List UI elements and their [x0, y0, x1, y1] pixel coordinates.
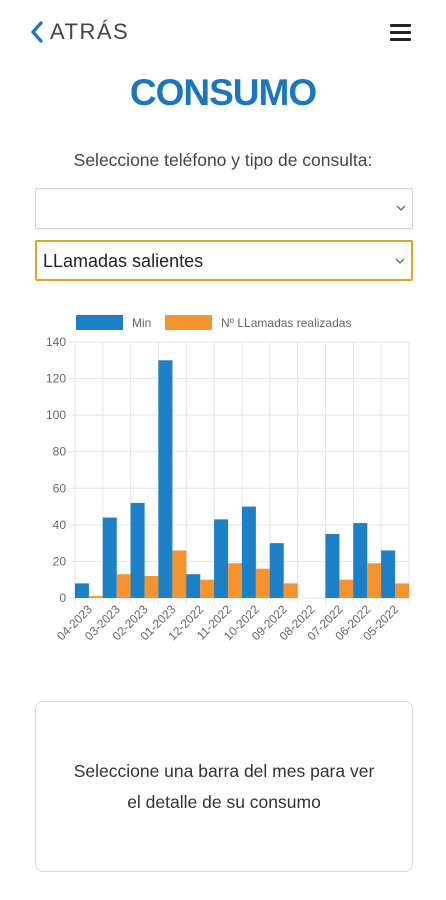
bar-calls-01-2023[interactable] [172, 550, 187, 598]
phone-select[interactable] [35, 188, 413, 229]
bar-min-10-2022[interactable] [241, 506, 256, 598]
bar-min-03-2023[interactable] [102, 517, 117, 598]
bar-calls-04-2023[interactable] [88, 596, 103, 598]
detail-info-text: Seleccione una barra del mes para ver el… [74, 756, 375, 818]
bar-min-11-2022[interactable] [214, 519, 229, 598]
y-tick-label: 120 [46, 372, 66, 386]
bar-min-07-2022[interactable] [325, 534, 340, 598]
y-tick-label: 100 [46, 408, 66, 422]
legend-label-2[interactable]: Nº LLamadas realizadas [221, 316, 351, 330]
bar-min-04-2023[interactable] [74, 583, 89, 598]
bar-calls-10-2022[interactable] [255, 568, 270, 598]
legend-label-1[interactable]: Min [132, 316, 151, 330]
bar-calls-09-2022[interactable] [283, 583, 298, 598]
bar-min-05-2022[interactable] [381, 550, 396, 598]
bar-calls-05-2022[interactable] [395, 583, 410, 598]
page-title: CONSUMO [129, 72, 317, 113]
legend-swatch-2[interactable] [165, 315, 212, 330]
top-bar: ATRÁS [0, 0, 446, 64]
detail-info-line-2: el detalle de su consumo [127, 791, 321, 812]
y-tick-label: 140 [46, 335, 66, 349]
chevron-down-icon [396, 205, 406, 211]
y-tick-label: 80 [53, 445, 67, 459]
bar-calls-12-2022[interactable] [200, 579, 215, 598]
hamburger-menu-icon[interactable] [384, 20, 418, 44]
bar-min-12-2022[interactable] [186, 574, 201, 598]
y-tick-label: 0 [59, 591, 66, 605]
bar-min-01-2023[interactable] [158, 360, 173, 598]
selection-prompt: Seleccione teléfono y tipo de consulta: [73, 150, 373, 170]
back-button[interactable]: ATRÁS [28, 16, 129, 48]
y-tick-label: 40 [53, 518, 67, 532]
bar-min-09-2022[interactable] [269, 543, 284, 598]
detail-info-line-1: Seleccione una barra del mes para ver [73, 760, 375, 781]
bar-min-02-2023[interactable] [130, 502, 145, 598]
y-tick-label: 60 [53, 481, 67, 495]
bar-calls-03-2023[interactable] [116, 574, 131, 598]
bar-calls-11-2022[interactable] [228, 563, 243, 598]
chevron-down-icon [395, 258, 405, 264]
detail-info-box: Seleccione una barra del mes para ver el… [35, 701, 413, 872]
bar-calls-06-2022[interactable] [367, 563, 382, 598]
bar-calls-02-2023[interactable] [144, 576, 159, 598]
query-type-select-value: LLamadas salientes [43, 251, 204, 271]
bar-min-06-2022[interactable] [353, 523, 368, 598]
consumption-bar-chart: Min Nº LLamadas realizadas 0 20 40 60 80 100 120… [46, 315, 410, 643]
bar-calls-07-2022[interactable] [339, 579, 354, 598]
y-tick-label: 20 [53, 554, 67, 568]
query-type-select[interactable]: LLamadas salientes [35, 240, 413, 281]
chevron-left-icon [31, 21, 43, 43]
legend-swatch-1[interactable] [76, 315, 123, 330]
back-label: ATRÁS [50, 19, 130, 44]
